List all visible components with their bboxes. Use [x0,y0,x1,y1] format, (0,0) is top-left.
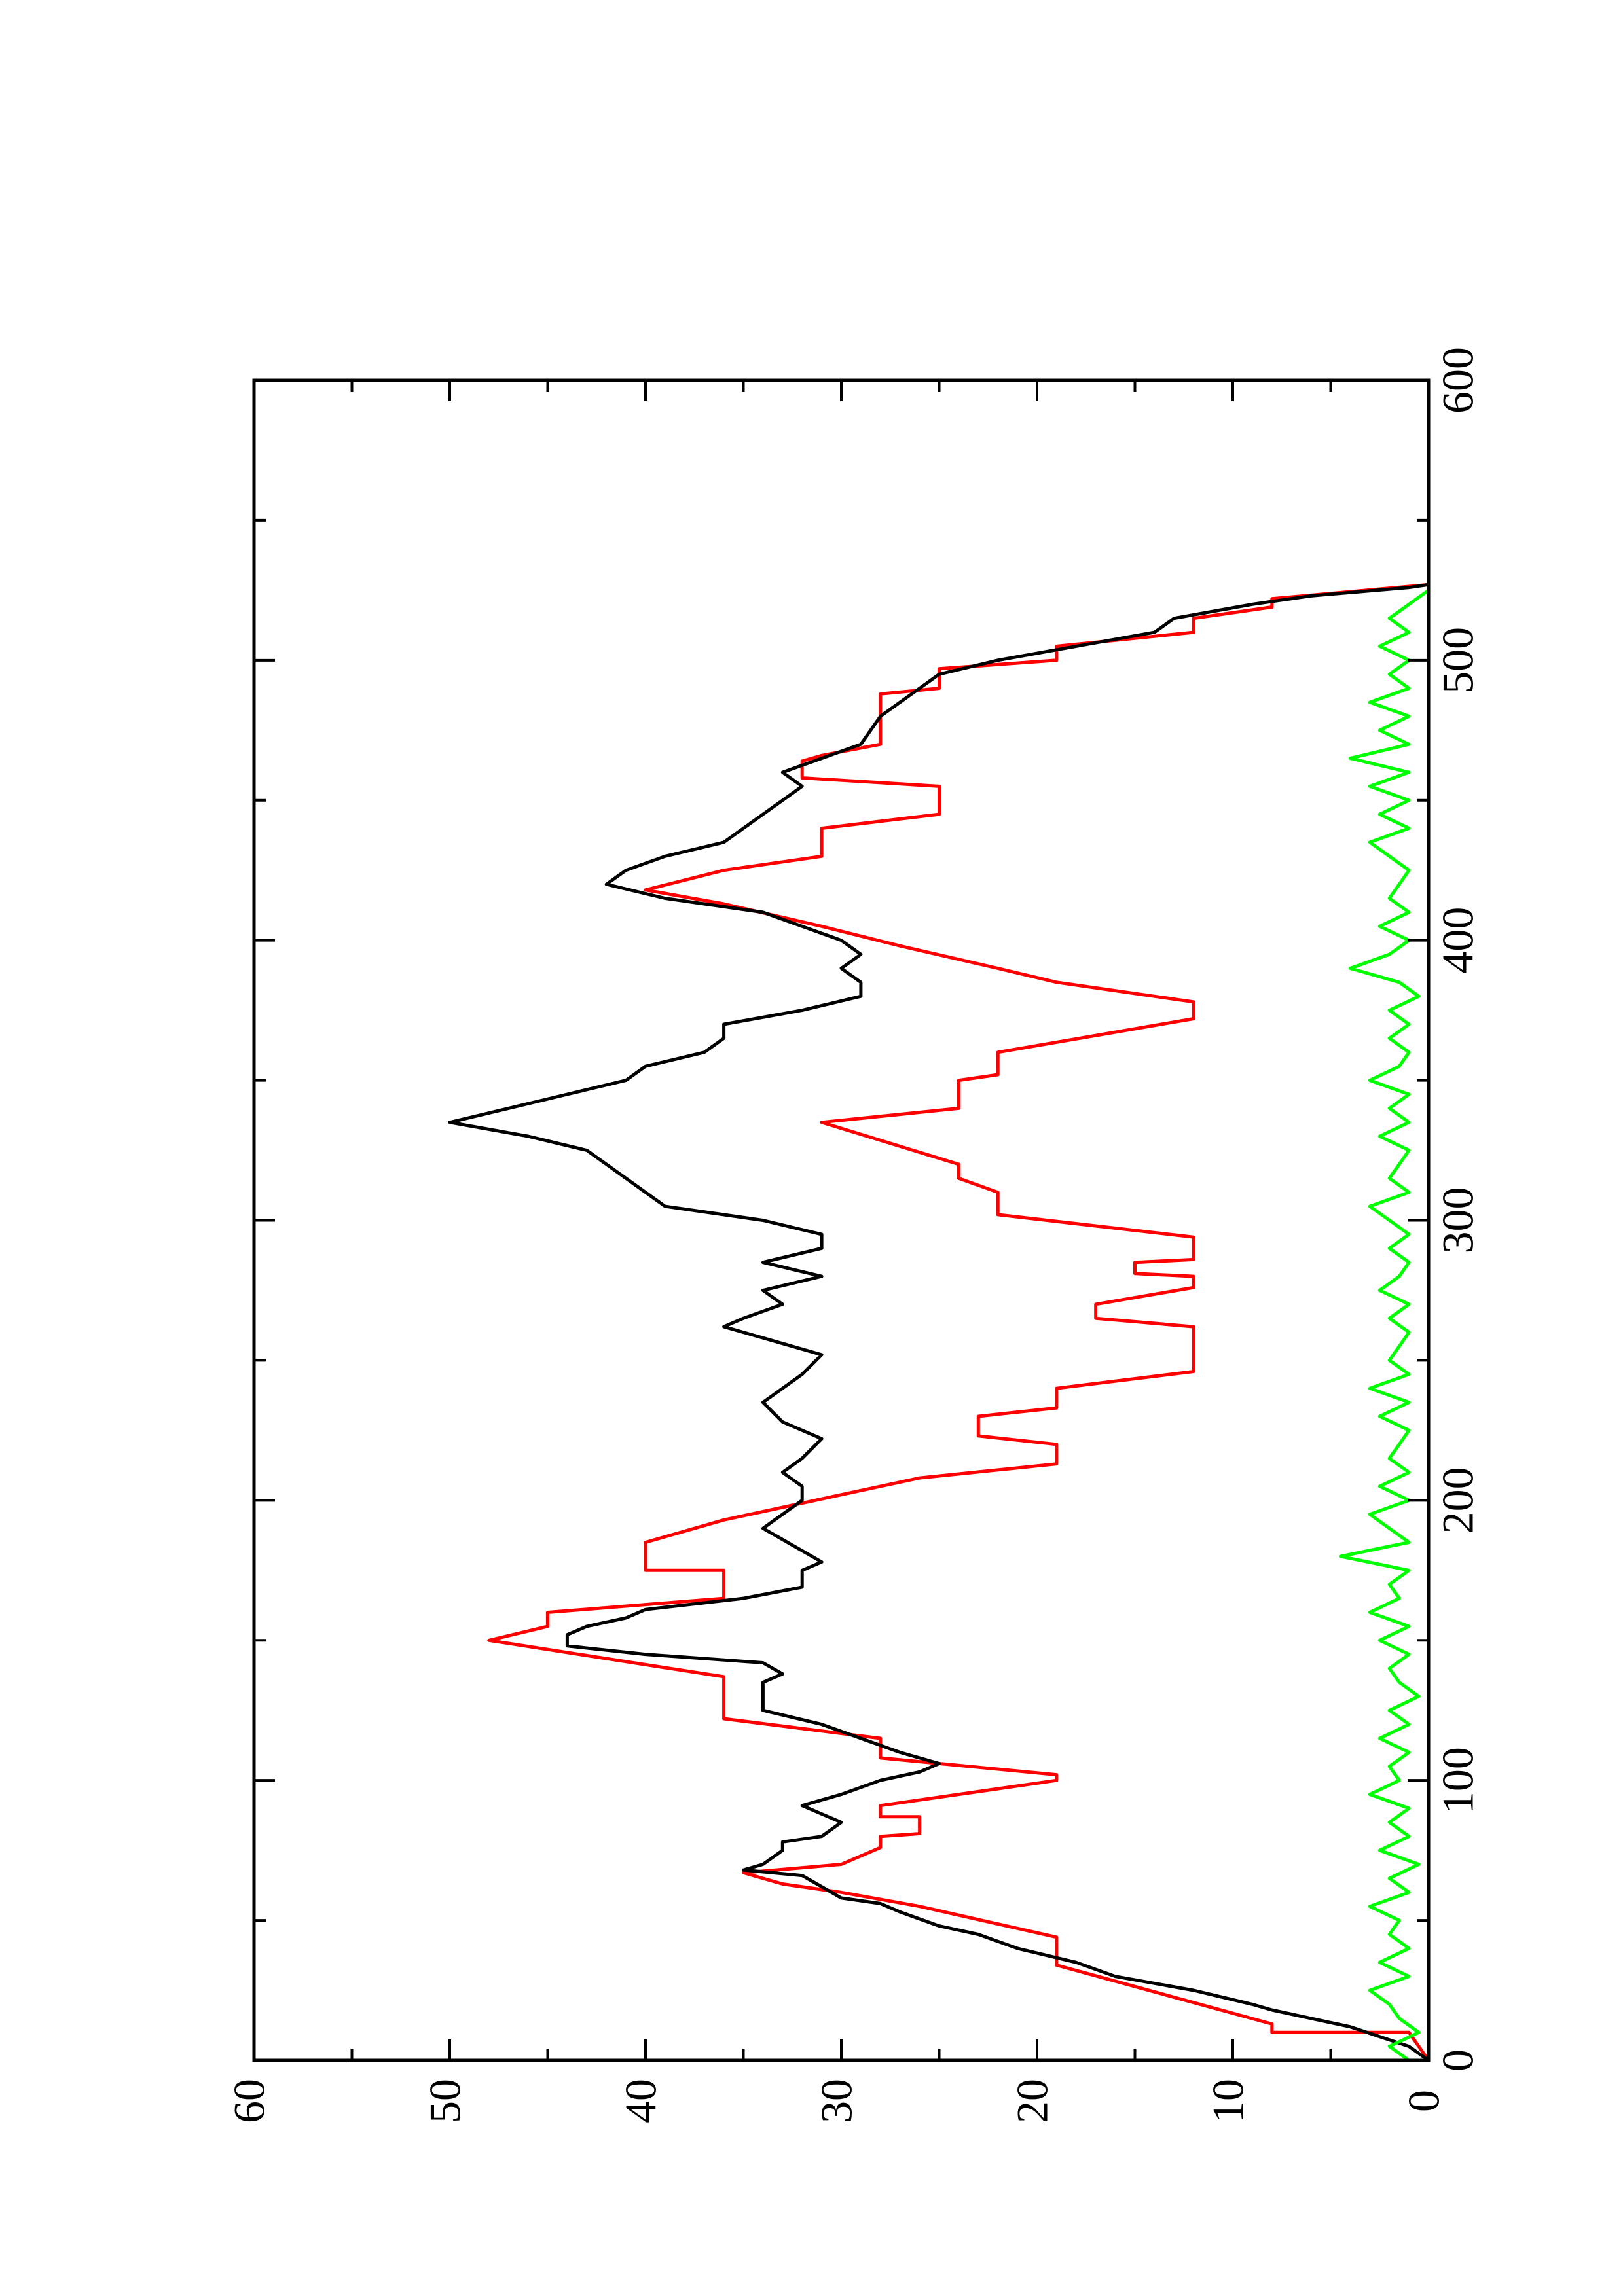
x-tick-label: 600 [1433,347,1483,414]
series-line [1339,588,1430,2062]
x-tick-label: 0 [1433,2049,1483,2072]
x-tick-label: 300 [1433,1187,1483,1254]
y-tick-label: 40 [616,2079,666,2123]
y-tick-label: 10 [1203,2079,1253,2123]
series-line [448,583,1430,2062]
y-tick-label: 20 [1008,2079,1057,2123]
y-tick-label: 0 [1399,2090,1449,2112]
x-tick-label: 200 [1433,1467,1483,1534]
x-tick-label: 400 [1433,907,1483,974]
x-tick-label: 500 [1433,627,1483,694]
x-tick-label: 100 [1433,1747,1483,1814]
y-tick-label: 30 [812,2079,862,2123]
y-tick-label: 60 [225,2079,274,2123]
y-tick-label: 50 [420,2079,470,2123]
series-line [487,583,1431,2062]
